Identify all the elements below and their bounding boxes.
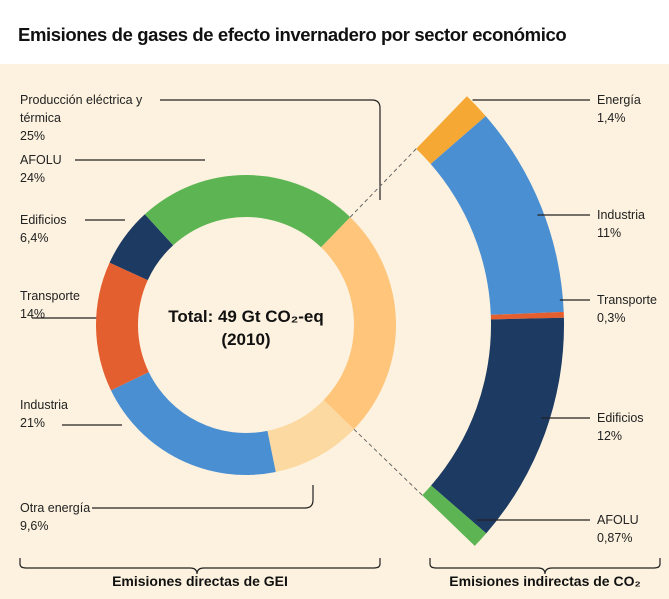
label: Otra energía 9,6% <box>20 499 90 535</box>
label: Industria 11% <box>597 206 645 242</box>
label: Transporte 14% <box>20 287 80 323</box>
value-label: 25% <box>20 129 46 143</box>
label: Transporte 0,3% <box>597 291 657 327</box>
label: Industria 21% <box>20 396 68 432</box>
label: AFOLU 24% <box>20 151 62 187</box>
series-label: Emisiones directas de GEI <box>112 573 288 589</box>
category-label: Edificios <box>20 213 67 227</box>
value-label: 1,4% <box>597 111 626 125</box>
value-label: 6,4% <box>20 231 49 245</box>
category-label: Energía <box>597 93 641 107</box>
arc-segment <box>430 116 564 315</box>
label: Producción eléctrica y térmica 25% <box>20 91 150 145</box>
arc-segment <box>422 485 487 546</box>
category-label: Edificios <box>597 411 644 425</box>
category-label: Producción eléctrica y térmica <box>20 93 143 125</box>
label: Energía 1,4% <box>597 91 641 127</box>
value-label: 9,6% <box>20 519 49 533</box>
leader-lines <box>19 99 661 575</box>
leader-line <box>160 99 381 200</box>
label: Edificios 6,4% <box>20 211 67 247</box>
arc-segment <box>490 311 564 320</box>
category-label: Industria <box>20 398 68 412</box>
value-label: 21% <box>20 416 46 430</box>
dashed-connector <box>353 428 423 496</box>
category-label: Transporte <box>20 289 80 303</box>
category-label: Otra energía <box>20 501 91 515</box>
title-bar <box>0 0 669 64</box>
dashed-connector <box>349 148 417 218</box>
leader-line <box>92 485 314 509</box>
donut-segment <box>109 214 174 281</box>
value-label: 0,87% <box>597 531 633 545</box>
category-label: Industria <box>597 208 645 222</box>
value-label: 14% <box>20 307 46 321</box>
donut-segment <box>144 175 351 248</box>
arc-segment <box>416 96 486 165</box>
series-label: Emisiones indirectas de CO₂ <box>449 573 641 589</box>
category-label: AFOLU <box>20 153 62 167</box>
category-label: Transporte <box>597 293 657 307</box>
donut-segment <box>110 372 276 475</box>
donut-segment <box>267 400 354 473</box>
category-label: AFOLU <box>597 513 639 527</box>
center-label: Total: 49 Gt CO₂-eq (2010) <box>168 307 324 349</box>
value-label: 11% <box>597 226 622 240</box>
value-label: 24% <box>20 171 46 185</box>
label: AFOLU 0,87% <box>597 511 639 547</box>
bracket <box>429 558 661 575</box>
value-label: 12% <box>597 429 623 443</box>
arc-segment <box>431 317 564 534</box>
bracket <box>19 558 381 575</box>
value-label: 0,3% <box>597 311 626 325</box>
donut-segment <box>95 262 149 391</box>
donut-segment <box>321 217 397 430</box>
label: Edificios 12% <box>597 409 644 445</box>
title: Emisiones de gases de efecto invernadero… <box>18 24 567 45</box>
